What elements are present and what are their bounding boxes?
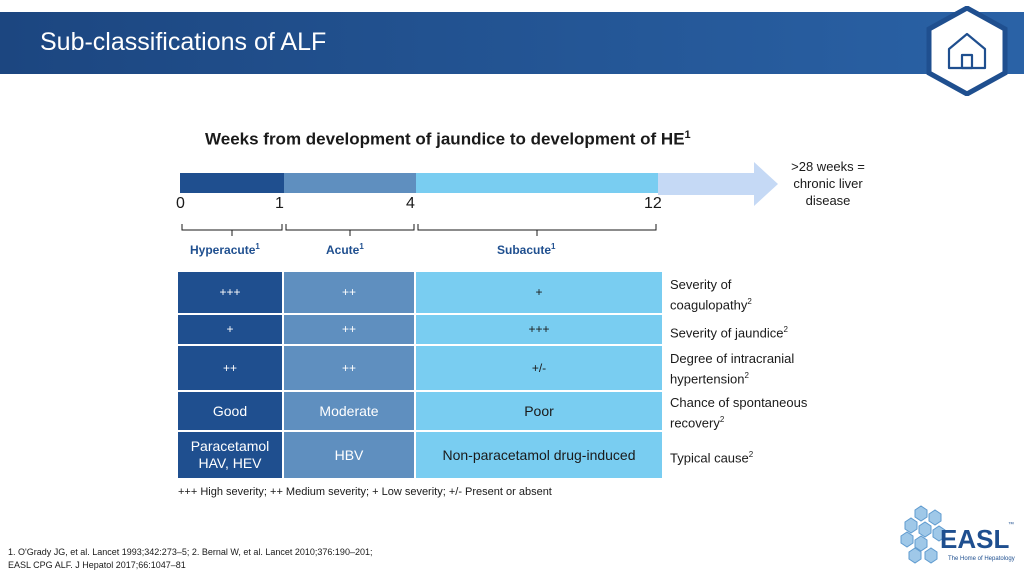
timeline-segment-subacute <box>416 173 658 193</box>
logo-hexagons-icon <box>900 505 946 564</box>
bracket-acute <box>285 224 415 236</box>
timeline-segment-chronic-arrow <box>658 162 778 206</box>
severity-legend: +++ High severity; ++ Medium severity; +… <box>178 486 552 498</box>
timeline-segment-hyperacute <box>180 173 284 193</box>
table-cell-hyperacute: Good <box>178 392 282 430</box>
table-cell-hyperacute: + <box>178 315 282 344</box>
timeline-segment-acute <box>284 173 416 193</box>
logo-trademark: ™ <box>1008 522 1014 528</box>
easl-logo <box>900 505 946 564</box>
tick-label-1: 1 <box>275 195 284 212</box>
table-cell-hyperacute: +++ <box>178 272 282 313</box>
bracket-hyperacute <box>181 224 283 236</box>
table-cell-acute: ++ <box>284 272 414 313</box>
tick-label-12: 12 <box>644 195 662 212</box>
logo-text: EASL <box>940 524 1010 554</box>
row-label-coagulopathy: Severity of coagulopathy2 <box>670 277 752 313</box>
chronic-note: >28 weeks = chronic liver disease <box>791 159 865 208</box>
home-icon <box>947 32 987 70</box>
table-cell-subacute: +/- <box>416 346 662 390</box>
table-cell-acute: HBV <box>284 432 414 478</box>
row-label-spontaneous-recovery: Chance of spontaneous recovery2 <box>670 395 808 431</box>
row-label-intracranial-hypertension: Degree of intracranial hypertension2 <box>670 351 795 387</box>
table-cell-acute: ++ <box>284 346 414 390</box>
home-button[interactable] <box>926 6 1008 96</box>
table-cell-subacute: +++ <box>416 315 662 344</box>
table-cell-subacute: Poor <box>416 392 662 430</box>
row-label-typical-cause: Typical cause2 <box>670 450 754 466</box>
table-cell-acute: Moderate <box>284 392 414 430</box>
section-heading: Weeks from development of jaundice to de… <box>205 129 691 149</box>
row-label-jaundice: Severity of jaundice2 <box>670 325 788 341</box>
bracket-subacute <box>417 224 657 236</box>
table-cell-subacute: + <box>416 272 662 313</box>
header-bar <box>0 12 1024 74</box>
logo-tagline: The Home of Hepatology <box>948 556 1015 562</box>
table-cell-acute: ++ <box>284 315 414 344</box>
page-title: Sub-classifications of ALF <box>40 28 327 56</box>
category-brackets <box>181 224 657 236</box>
table-cell-subacute: Non-paracetamol drug-induced <box>416 432 662 478</box>
references: 1. O'Grady JG, et al. Lancet 1993;342:27… <box>8 547 373 570</box>
tick-label-0: 0 <box>176 195 185 212</box>
category-label-hyperacute: Hyperacute1 <box>190 242 260 257</box>
table-cell-hyperacute: ++ <box>178 346 282 390</box>
tick-label-4: 4 <box>406 195 415 212</box>
table-cell-hyperacute: Paracetamol HAV, HEV <box>178 432 282 478</box>
category-label-acute: Acute1 <box>326 242 364 257</box>
category-label-subacute: Subacute1 <box>497 242 556 257</box>
